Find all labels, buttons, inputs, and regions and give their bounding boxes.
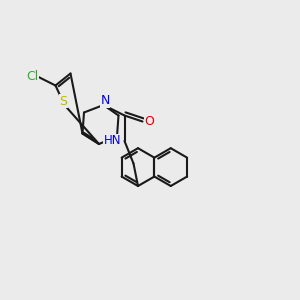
Text: S: S [60,94,68,108]
Text: Cl: Cl [26,70,38,83]
Text: HN: HN [104,134,122,148]
Text: O: O [144,115,154,128]
Text: N: N [100,94,110,107]
